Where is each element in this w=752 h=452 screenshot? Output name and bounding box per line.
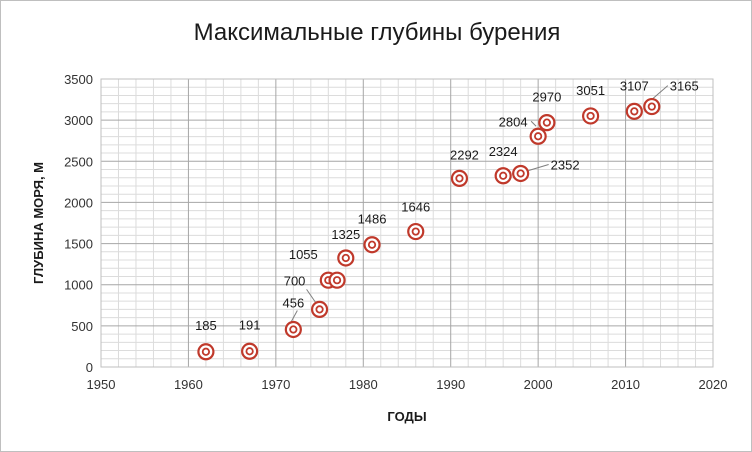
y-axis-title: ГЛУБИНА МОРЯ, М <box>31 162 46 284</box>
major-grid <box>100 78 714 368</box>
data-label: 2970 <box>532 90 561 105</box>
y-tick-label: 0 <box>86 360 93 375</box>
data-point <box>407 222 425 241</box>
data-point-inner <box>630 107 639 116</box>
data-point-inner <box>341 253 350 263</box>
data-point <box>197 343 215 361</box>
data-point-inner <box>647 102 656 111</box>
data-point <box>512 164 530 183</box>
data-point-inner <box>367 240 377 249</box>
y-tick-label: 500 <box>71 319 93 334</box>
x-tick-label: 2010 <box>611 377 640 392</box>
x-tick-label: 2020 <box>699 377 728 392</box>
y-tick-labels: 0 500 1000 1500 2000 2500 3000 3500 <box>64 72 93 375</box>
data-label: 191 <box>239 317 261 332</box>
label-leader-line <box>528 163 549 171</box>
data-point <box>494 167 512 185</box>
data-point-inner <box>516 169 525 178</box>
data-label: 2324 <box>489 144 518 159</box>
data-point <box>625 102 643 120</box>
y-tick-label: 2000 <box>64 195 93 210</box>
data-label: 3165 <box>670 79 699 94</box>
data-label: 2352 <box>551 157 580 172</box>
data-point-inner <box>499 171 508 180</box>
label-leader-line <box>306 289 316 303</box>
data-point-inner <box>201 347 211 356</box>
data-point <box>529 127 547 145</box>
data-point-inner <box>586 111 595 121</box>
data-point <box>581 107 600 125</box>
x-axis-title: ГОДЫ <box>387 409 426 424</box>
data-point <box>310 300 329 318</box>
data-label: 1325 <box>331 227 360 242</box>
data-label: 700 <box>284 273 306 288</box>
data-point-inner <box>245 347 254 356</box>
minor-grid <box>101 79 713 367</box>
data-point-inner <box>542 118 551 127</box>
data-label: 1055 <box>289 247 318 262</box>
data-points <box>197 97 661 361</box>
y-tick-label: 3000 <box>64 113 93 128</box>
y-tick-label: 1500 <box>64 237 93 252</box>
data-point <box>643 97 661 116</box>
plot-border <box>100 78 714 368</box>
label-leader-lines <box>290 85 669 322</box>
data-point-inner <box>289 325 298 334</box>
data-label: 2804 <box>499 114 528 129</box>
data-label: 456 <box>282 295 304 310</box>
data-point-inner <box>315 305 324 314</box>
label-leader-line <box>290 310 298 322</box>
label-leader-line <box>530 120 537 127</box>
data-label: 185 <box>195 318 217 333</box>
x-tick-labels: 1950 1960 1970 1980 1990 2000 2010 2020 <box>87 377 728 392</box>
y-tick-label: 2500 <box>64 154 93 169</box>
y-tick-label: 1000 <box>64 278 93 293</box>
data-point <box>450 169 469 188</box>
data-label: 3051 <box>576 83 605 98</box>
chart-title: Максимальные глубины бурения <box>193 19 561 46</box>
data-point <box>328 271 346 289</box>
x-tick-label: 2000 <box>524 377 553 392</box>
data-point <box>337 249 355 267</box>
data-label: 1486 <box>358 212 387 227</box>
data-point-inner <box>534 132 543 141</box>
y-tick-label: 3500 <box>64 72 93 87</box>
data-point <box>241 342 259 360</box>
x-tick-label: 1980 <box>349 377 378 392</box>
data-label: 3107 <box>620 78 649 93</box>
data-point <box>284 320 302 339</box>
data-point <box>538 114 556 132</box>
x-tick-label: 1950 <box>87 377 116 392</box>
x-tick-label: 1960 <box>174 377 203 392</box>
data-point-inner <box>455 174 464 183</box>
data-point <box>363 236 381 254</box>
x-tick-label: 1990 <box>436 377 465 392</box>
data-label: 2292 <box>450 147 479 162</box>
label-leader-line <box>652 85 669 99</box>
data-point-inner <box>332 276 342 285</box>
x-tick-label: 1970 <box>261 377 290 392</box>
data-point-inner <box>411 227 420 236</box>
data-label: 1646 <box>401 200 430 215</box>
